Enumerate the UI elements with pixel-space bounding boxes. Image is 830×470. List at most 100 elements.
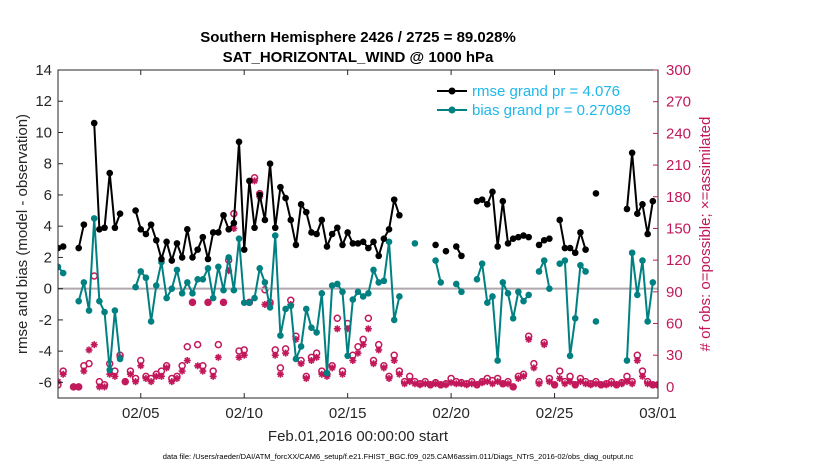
bias-point	[85, 307, 93, 314]
rmse-point	[209, 229, 217, 236]
bias-point	[101, 308, 108, 316]
bias-point	[132, 283, 139, 291]
y-tick-label: 10	[35, 124, 52, 141]
rmse-point	[246, 177, 253, 185]
bias-point	[520, 297, 527, 305]
rmse-point	[344, 229, 351, 236]
bias-point	[323, 369, 331, 377]
rmse-point	[313, 230, 320, 238]
bias-point	[163, 294, 170, 302]
rmse-point	[380, 235, 388, 242]
x-tick-label: 02/15	[329, 405, 367, 422]
obs-assimilated-marker	[282, 349, 290, 357]
bias-point	[271, 232, 279, 239]
obs-assimilated-marker	[566, 378, 574, 386]
bias-point	[184, 279, 191, 286]
bias-point	[225, 254, 232, 261]
rmse-point	[189, 254, 196, 261]
rmse-point	[520, 232, 527, 239]
obs-assimilated-marker	[199, 367, 207, 375]
bias-point	[246, 299, 253, 307]
bias-point	[199, 275, 207, 283]
x-tick-label: 02/20	[432, 405, 470, 422]
legend-box	[430, 76, 648, 122]
rmse-point	[297, 201, 305, 208]
obs-possible-marker	[85, 359, 93, 368]
bias-point	[209, 294, 217, 302]
obs-assimilated-marker	[504, 380, 512, 388]
y2-tick-label: 210	[666, 157, 691, 174]
bias-line-segment	[77, 218, 122, 370]
x-tick-label: 02/05	[122, 405, 160, 422]
rmse-point	[478, 196, 486, 203]
obs-assimilated-marker	[152, 372, 160, 380]
obs-assimilated-marker	[556, 374, 564, 382]
y-axis-label: rmse and bias (model - observation)	[14, 114, 31, 354]
bias-point	[292, 355, 300, 363]
obs-assimilated-marker	[602, 381, 610, 389]
bias-point	[80, 279, 88, 286]
rmse-point	[308, 229, 315, 236]
obs-assimilated-marker	[220, 298, 228, 306]
rmse-point	[556, 216, 564, 224]
chart-title-line2: SAT_HORIZONTAL_WIND @ 1000 hPa	[223, 49, 494, 66]
rmse-point	[240, 246, 248, 253]
obs-assimilated-marker	[488, 380, 496, 388]
rmse-point	[184, 226, 191, 233]
y-tick-label: -4	[39, 343, 52, 360]
obs-assimilated-marker	[328, 364, 336, 372]
rmse-point	[515, 233, 522, 241]
obs-possible-marker	[58, 381, 62, 389]
bias-point	[235, 235, 243, 242]
obs-assimilated-marker	[59, 370, 67, 378]
rmse-point	[390, 196, 398, 203]
obs-assimilated-marker	[101, 383, 109, 391]
rmse-point	[132, 207, 139, 214]
bias-point	[566, 352, 574, 360]
rmse-line-segment	[93, 123, 122, 231]
obs-assimilated-marker	[390, 356, 398, 364]
bias-point	[106, 366, 114, 374]
legend-bias-marker	[448, 106, 456, 114]
rmse-point	[204, 255, 212, 263]
bias-point	[546, 285, 553, 292]
bias-point	[96, 297, 103, 305]
obs-assimilated-marker	[370, 360, 378, 368]
rmse-point	[561, 244, 569, 252]
obs-assimilated-marker	[354, 349, 362, 357]
bias-point	[535, 268, 543, 275]
legend-rmse-label: rmse grand pr = 4.076	[472, 83, 620, 100]
x-axis-label: Feb.01,2016 00:00:00 start	[268, 428, 449, 445]
y2-tick-label: 0	[666, 379, 674, 396]
obs-assimilated-marker	[240, 351, 248, 359]
rmse-point	[328, 230, 336, 238]
rmse-point	[318, 216, 326, 224]
rmse-point	[571, 249, 579, 257]
bias-point	[287, 302, 295, 310]
bias-point	[432, 257, 439, 264]
rmse-point	[334, 224, 341, 232]
bias-line-segment	[476, 263, 530, 361]
bias-line-segment	[559, 258, 587, 356]
obs-assimilated-marker	[75, 383, 83, 391]
obs-assimilated-marker	[530, 364, 538, 372]
y2-tick-label: 270	[666, 94, 691, 111]
obs-assimilated-marker	[463, 381, 471, 389]
y-tick-label: 2	[44, 249, 52, 266]
bias-point	[592, 318, 600, 325]
bias-point	[313, 329, 320, 336]
bias-point	[349, 296, 357, 303]
bias-point	[504, 290, 512, 297]
rmse-point	[323, 243, 331, 250]
obs-possible-marker	[214, 340, 223, 349]
rmse-point	[75, 244, 82, 252]
obs-assimilated-marker	[385, 374, 393, 382]
asterisk-stroke	[58, 380, 62, 385]
obs-assimilated-marker	[571, 381, 579, 389]
bias-point	[639, 257, 646, 264]
rmse-point	[90, 119, 98, 127]
rmse-point	[484, 201, 491, 208]
obs-assimilated-marker	[157, 372, 165, 380]
rmse-point	[540, 236, 548, 244]
rmse-point	[111, 224, 119, 232]
